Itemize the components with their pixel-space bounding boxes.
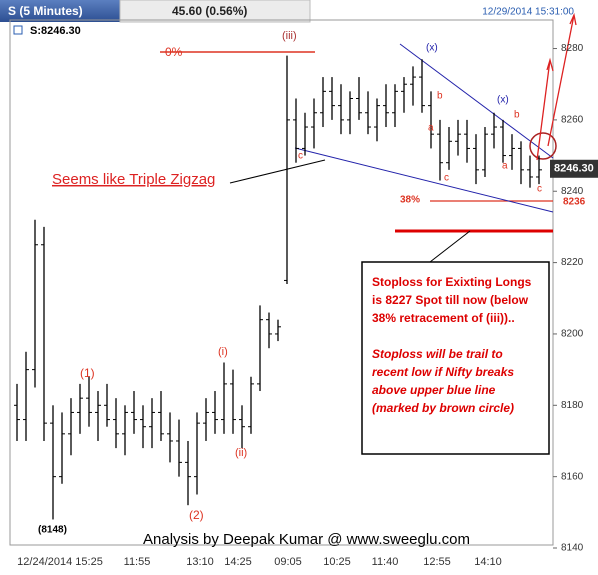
annotation: b: [437, 91, 443, 102]
brown-circle: [529, 132, 557, 160]
annotation: (ii): [235, 447, 247, 459]
y-tick-label: 8260: [561, 115, 584, 126]
annotation: a: [502, 161, 508, 172]
x-tick-label: 10:25: [323, 556, 351, 568]
y-tick-label: 8180: [561, 400, 584, 411]
lower-trendline: [294, 147, 554, 213]
annotation: (i): [218, 346, 228, 358]
annotation: 0%: [165, 45, 183, 59]
note-box: [361, 261, 550, 455]
annotation: c: [298, 151, 303, 162]
x-tick-label: 12/24/2014 15:25: [17, 556, 103, 568]
note-line: is 8227 Spot till now (below: [372, 293, 529, 307]
header-title-bg: [0, 0, 120, 22]
note-italic-line: (marked by brown circle): [372, 401, 514, 415]
credit: Analysis by Deepak Kumar @ www.sweeglu.c…: [143, 531, 470, 548]
annotation: (x): [497, 95, 509, 106]
annotation: Seems like Triple Zigzag: [52, 171, 215, 188]
pointer: [429, 230, 471, 263]
annotation: (8148): [38, 525, 67, 536]
note-line: 38% retracement of (iii))..: [372, 311, 515, 325]
x-tick-label: 11:55: [124, 556, 151, 568]
icon: [13, 25, 23, 35]
annotation: (iii): [282, 30, 297, 42]
timestamp: 12/29/2014 15:31:00: [482, 7, 574, 18]
x-tick-label: 09:05: [274, 556, 302, 568]
note-italic-line: above upper blue line: [372, 383, 496, 397]
y-tick-label: 8280: [561, 43, 584, 54]
plot-frame: [9, 19, 554, 546]
zigzag-pointer: [229, 159, 326, 184]
annotation: 38%: [400, 195, 420, 206]
note-line: Stoploss for Exixting Longs: [372, 275, 532, 289]
x-tick-label: 14:10: [474, 556, 502, 568]
change: 45.60 (0.56%): [172, 4, 247, 18]
y-tick-label: 8200: [561, 329, 584, 340]
upper-trendline: [399, 43, 554, 159]
x-tick-label: 13:10: [186, 556, 214, 568]
x-tick-label: 14:25: [224, 556, 252, 568]
note-italic-line: recent low if Nifty breaks: [372, 365, 514, 379]
chart-title: S (5 Minutes): [8, 4, 83, 18]
annotation: a: [428, 123, 434, 134]
header-change-bg: [119, 0, 311, 23]
y-tick-label: 8220: [561, 257, 584, 268]
last-label: S:8246.30: [30, 25, 81, 37]
y-tick-label: 8240: [561, 186, 584, 197]
arrows: [536, 12, 577, 161]
note-italic-line: Stoploss will be trail to: [372, 347, 503, 361]
annotation: (1): [80, 366, 95, 380]
x-tick-label: 11:40: [372, 556, 399, 568]
annotation: (x): [426, 43, 438, 54]
last-price-label: 8246.30: [554, 163, 594, 175]
annotation: (2): [189, 508, 204, 522]
annotation: c: [444, 173, 449, 184]
x-tick-label: 12:55: [423, 556, 451, 568]
annotation: c: [537, 184, 542, 195]
y-tick-label: 8160: [561, 471, 584, 482]
y-tick-label: 8140: [561, 543, 584, 554]
annotation: 8236: [563, 197, 586, 208]
annotation: b: [514, 110, 520, 121]
last-price-tag: [550, 159, 598, 178]
